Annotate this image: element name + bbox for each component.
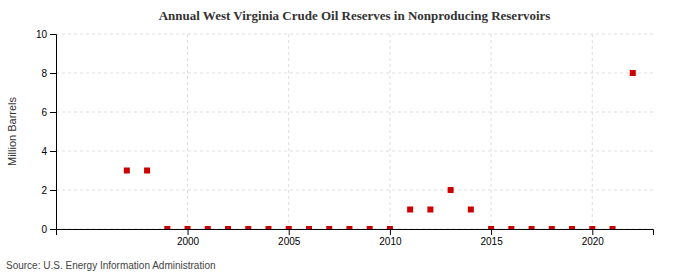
point (448, 187, 454, 193)
tick: 2000 (177, 229, 200, 247)
tick: 2010 (379, 229, 402, 247)
grid-line (56, 151, 653, 152)
point (225, 226, 231, 229)
tick-mark (50, 112, 56, 113)
grid-line (56, 34, 653, 35)
axis-line (57, 230, 654, 236)
tick-label: 2020 (582, 236, 605, 247)
tick: 2 (41, 185, 56, 196)
grid-line (389, 34, 390, 229)
tick-mark (188, 229, 189, 235)
marks (124, 70, 636, 229)
plot: 2000 2005 2010 2015 2020 0 2 4 6 8 10 (36, 29, 654, 247)
grid-line (288, 34, 289, 229)
tick: 8 (41, 68, 56, 79)
point (508, 226, 514, 229)
point (630, 70, 636, 76)
point (610, 226, 616, 229)
tick: 6 (41, 107, 56, 118)
point (286, 226, 292, 229)
tick-mark (50, 190, 56, 191)
tick: 0 (41, 224, 56, 235)
point (124, 168, 130, 174)
point (306, 226, 312, 229)
tick-label: 4 (41, 146, 47, 157)
point (326, 226, 332, 229)
y-label: Million Barrels (6, 96, 18, 166)
tick-label: 8 (41, 68, 47, 79)
grid-line (56, 190, 653, 191)
point (427, 207, 433, 213)
grid-line (56, 73, 653, 74)
point (468, 207, 474, 213)
tick: 2020 (582, 229, 605, 247)
grid-line (187, 34, 188, 229)
x-axis: 2000 2005 2010 2015 2020 (57, 229, 654, 247)
point (488, 226, 494, 229)
point (367, 226, 373, 229)
point (144, 168, 150, 174)
tick-label: 2005 (278, 236, 301, 247)
point (245, 226, 251, 229)
point (407, 207, 413, 213)
tick-label: 2 (41, 185, 47, 196)
point (589, 226, 595, 229)
point (529, 226, 535, 229)
tick-label: 6 (41, 107, 47, 118)
tick-mark (592, 229, 593, 235)
tick-mark (390, 229, 391, 235)
grid-line (56, 112, 653, 113)
point (265, 226, 271, 229)
axis-line (50, 35, 57, 230)
tick-mark (289, 229, 290, 235)
point (569, 226, 575, 229)
point (387, 226, 393, 229)
tick-label: 2010 (379, 236, 402, 247)
grid-line (491, 34, 492, 229)
tick-mark (50, 229, 56, 230)
tick-mark (50, 73, 56, 74)
tick-label: 2015 (480, 236, 503, 247)
tick: 2015 (480, 229, 503, 247)
tick-mark (491, 229, 492, 235)
tick: 10 (36, 29, 56, 40)
point (549, 226, 555, 229)
tick: 4 (41, 146, 56, 157)
tick: 2005 (278, 229, 301, 247)
point (185, 226, 191, 229)
point (346, 226, 352, 229)
tick-mark (50, 34, 56, 35)
point (205, 226, 211, 229)
tick-label: 2000 (177, 236, 200, 247)
grid (56, 34, 653, 229)
tick-label: 0 (41, 224, 47, 235)
chart: 2000 2005 2010 2015 2020 0 2 4 6 8 10 Annual West V… (0, 0, 675, 275)
grid-line (592, 34, 593, 229)
tick-label: 10 (36, 29, 48, 40)
y-axis: 0 2 4 6 8 10 (36, 29, 57, 235)
annotation: Source: U.S. Energy Information Administ… (6, 260, 216, 271)
title: Annual West Virginia Crude Oil Reserves … (159, 8, 551, 23)
tick-mark (50, 151, 56, 152)
point (164, 226, 170, 229)
